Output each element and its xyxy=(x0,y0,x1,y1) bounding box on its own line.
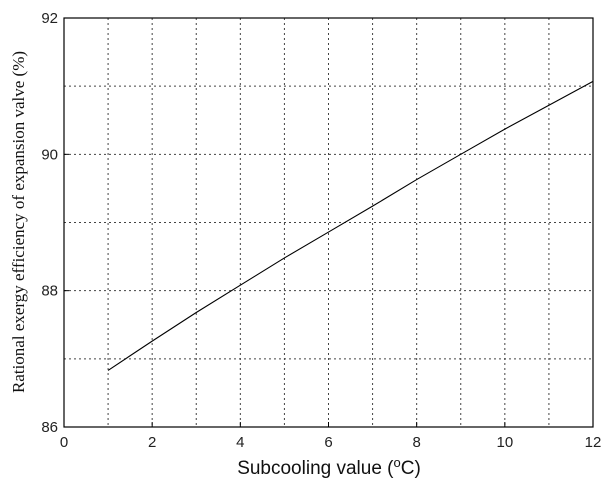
x-tick-label-6: 12 xyxy=(585,434,602,451)
x-tick-label-3: 6 xyxy=(324,434,332,451)
x-axis-label: Subcooling value (oC) xyxy=(237,455,421,479)
x-tick-label-0: 0 xyxy=(60,434,68,451)
x-tick-label-4: 8 xyxy=(412,434,420,451)
x-axis-label-superscript: o xyxy=(394,455,401,470)
y-tick-label-2: 90 xyxy=(41,146,58,163)
x-tick-label-1: 2 xyxy=(148,434,156,451)
x-tick-label-5: 10 xyxy=(496,434,513,451)
axis-ticks: 0 2 4 6 8 10 12 86 88 90 92 xyxy=(41,10,601,451)
x-tick-label-2: 4 xyxy=(236,434,244,451)
y-tick-label-1: 88 xyxy=(41,283,58,300)
series-line xyxy=(107,80,594,371)
y-axis-label: Rational exergy efficiency of expansion … xyxy=(9,51,28,393)
y-tick-label-0: 86 xyxy=(41,419,58,436)
x-axis-label-unit: C) xyxy=(401,458,421,479)
y-tick-label-3: 92 xyxy=(41,10,58,27)
grid-lines xyxy=(64,18,593,427)
